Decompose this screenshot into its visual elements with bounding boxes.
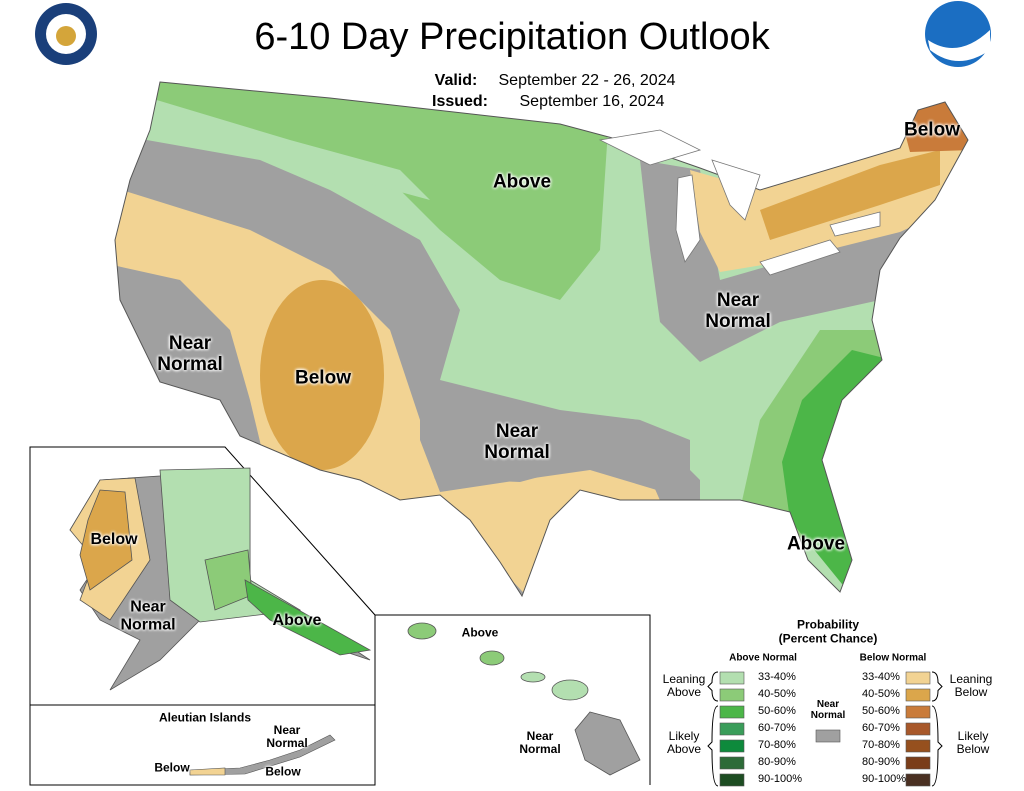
legend bbox=[707, 671, 943, 787]
legend-bin: 80-90% bbox=[758, 756, 796, 768]
legend-bin: 40-50% bbox=[862, 688, 900, 700]
issued-label: Issued: bbox=[431, 93, 489, 111]
legend-bin: 80-90% bbox=[862, 756, 900, 768]
region-label: Near Normal bbox=[484, 421, 550, 463]
legend-swatch bbox=[719, 671, 745, 685]
conus-outline bbox=[114, 81, 969, 598]
legend-header: Below Normal bbox=[859, 652, 927, 664]
legend-swatch bbox=[815, 729, 841, 743]
great-lakes bbox=[598, 129, 881, 276]
region-label: Above bbox=[492, 171, 552, 193]
issued-date: September 16, 2024 bbox=[519, 93, 665, 111]
legend-near: Near Normal bbox=[810, 699, 846, 721]
alaska bbox=[69, 467, 372, 691]
legend-swatch bbox=[719, 705, 745, 719]
inset-title: Aleutian Islands bbox=[158, 710, 252, 725]
region-label: Near Normal bbox=[157, 333, 223, 375]
legend-swatch bbox=[905, 705, 931, 719]
legend-bin: 40-50% bbox=[758, 688, 796, 700]
legend-group: Likely Above bbox=[666, 728, 702, 756]
region-label: Below bbox=[90, 531, 138, 549]
legend-bin: 90-100% bbox=[862, 773, 907, 785]
legend-brace bbox=[707, 705, 719, 787]
legend-brace bbox=[931, 671, 943, 702]
legend-brace bbox=[707, 671, 719, 702]
legend-brace bbox=[931, 705, 943, 787]
region-label: Near Normal bbox=[266, 722, 308, 750]
region-label: Near Normal bbox=[519, 728, 561, 756]
legend-bin: 50-60% bbox=[862, 705, 900, 717]
legend-bin: 90-100% bbox=[758, 773, 803, 785]
legend-swatch bbox=[719, 756, 745, 770]
legend-swatch bbox=[905, 739, 931, 753]
region-label: Above bbox=[786, 533, 846, 555]
legend-swatch bbox=[905, 688, 931, 702]
region-label: Near Normal bbox=[120, 598, 176, 633]
region-label: Below bbox=[265, 764, 301, 779]
hawaii bbox=[407, 622, 641, 776]
valid-label: Valid: bbox=[434, 72, 478, 90]
legend-subtitle: (Percent Chance) bbox=[778, 631, 878, 646]
legend-swatch bbox=[719, 688, 745, 702]
legend-bin: 70-80% bbox=[862, 739, 900, 751]
legend-bin: 33-40% bbox=[758, 671, 796, 683]
legend-bin: 60-70% bbox=[758, 722, 796, 734]
legend-header: Above Normal bbox=[729, 652, 797, 664]
region-label: Above bbox=[272, 612, 322, 630]
title: 6-10 Day Precipitation Outlook bbox=[254, 16, 770, 59]
legend-swatch bbox=[905, 773, 931, 787]
legend-swatch bbox=[719, 773, 745, 787]
region-label: Below bbox=[295, 367, 351, 389]
legend-group: Likely Below bbox=[956, 728, 990, 756]
seal bbox=[35, 3, 97, 65]
legend-group: Leaning Above bbox=[662, 671, 706, 699]
legend-title: Probability bbox=[796, 617, 860, 632]
region-label: Above bbox=[461, 625, 499, 640]
region-label: Below bbox=[154, 760, 190, 775]
legend-bin: 50-60% bbox=[758, 705, 796, 717]
region-label: Near Normal bbox=[705, 290, 771, 332]
legend-swatch bbox=[719, 739, 745, 753]
legend-swatch bbox=[719, 722, 745, 736]
inset-frames bbox=[29, 446, 651, 786]
aleutians bbox=[189, 734, 336, 776]
legend-swatch bbox=[905, 756, 931, 770]
legend-swatch bbox=[905, 671, 931, 685]
legend-group: Leaning Below bbox=[949, 671, 993, 699]
noaa-logo bbox=[925, 1, 991, 67]
legend-swatch bbox=[905, 722, 931, 736]
region-label: Below bbox=[904, 119, 960, 141]
valid-dates: September 22 - 26, 2024 bbox=[498, 72, 676, 90]
legend-bin: 70-80% bbox=[758, 739, 796, 751]
legend-bin: 33-40% bbox=[862, 671, 900, 683]
legend-bin: 60-70% bbox=[862, 722, 900, 734]
